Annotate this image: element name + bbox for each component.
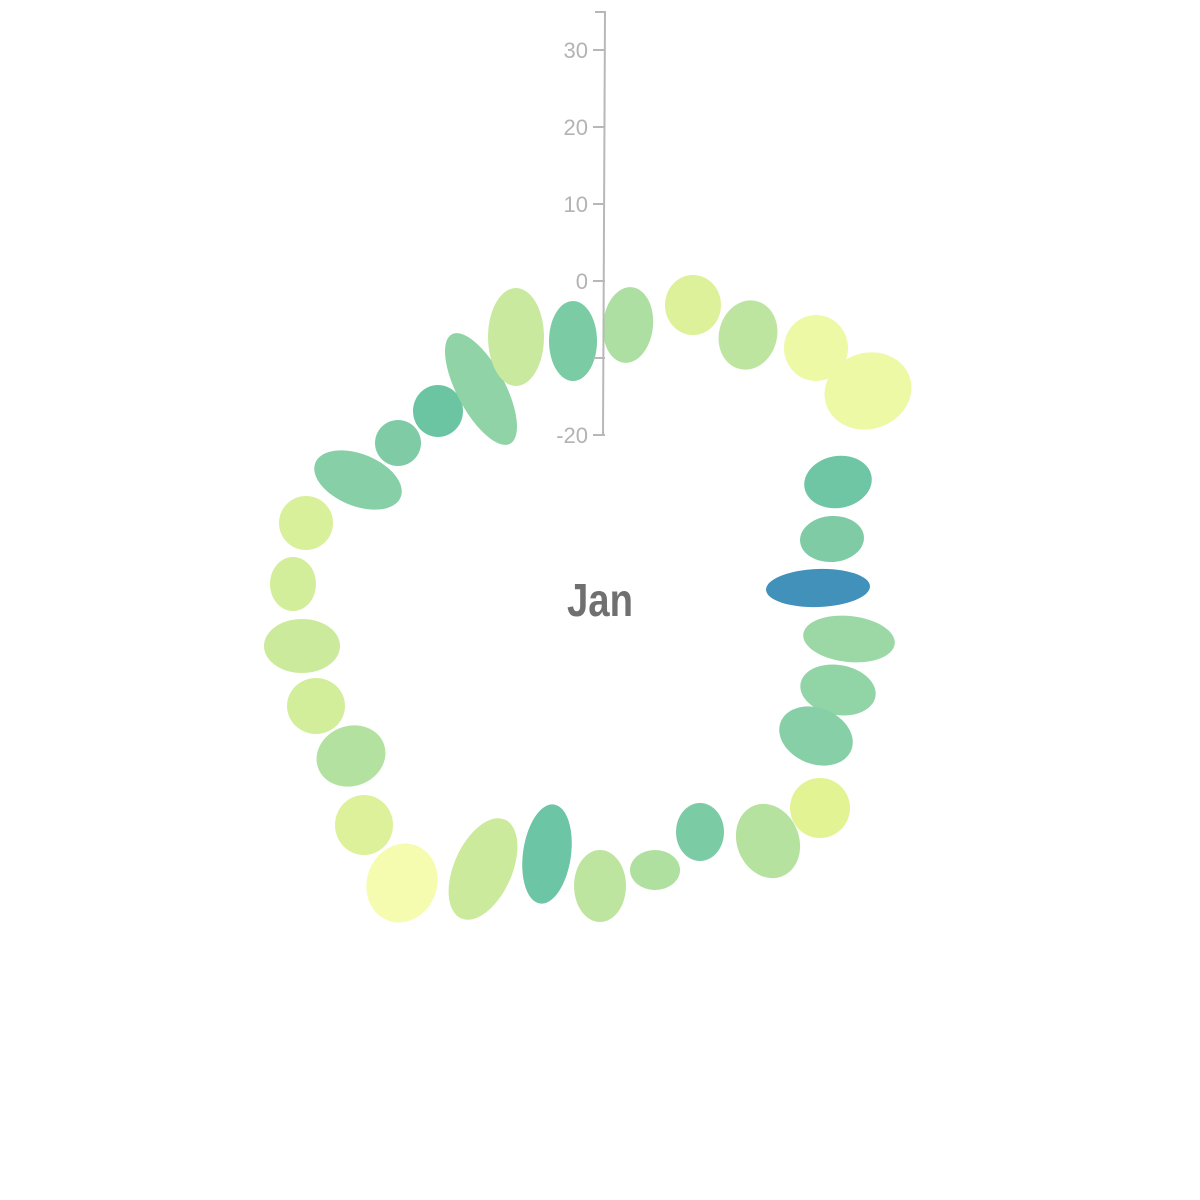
y-axis-tick-label: 30 — [564, 38, 588, 63]
petal-day-16 — [574, 850, 626, 922]
petal-day-27 — [375, 420, 421, 466]
petal-day-8 — [766, 568, 870, 608]
y-axis-tick-label: 10 — [564, 192, 588, 217]
y-axis-line — [593, 11, 607, 436]
petal-day-29 — [444, 333, 518, 445]
petal-day-22 — [287, 678, 345, 734]
petal-day-26 — [314, 450, 402, 510]
petal-day-19 — [366, 843, 438, 923]
petal-day-10 — [800, 664, 876, 716]
petal-day-5 — [824, 352, 912, 430]
petal-day-21 — [316, 725, 386, 787]
petal-day-6 — [804, 455, 872, 509]
petal-day-3 — [718, 300, 778, 370]
petal-day-4 — [784, 315, 848, 381]
petal-day-30 — [488, 288, 544, 386]
y-axis-tick-label: -20 — [556, 423, 588, 448]
petal-day-24 — [270, 557, 316, 611]
petal-day-23 — [264, 619, 340, 673]
petal-day-13 — [735, 803, 801, 879]
petal-day-11 — [779, 706, 853, 766]
petal-layer — [264, 275, 912, 923]
petal-day-15 — [630, 850, 680, 890]
petal-day-2 — [665, 275, 721, 335]
y-axis-tick-label: 20 — [564, 115, 588, 140]
petal-day-20 — [335, 795, 393, 855]
petal-day-14 — [676, 803, 724, 861]
petal-day-18 — [448, 818, 518, 920]
petal-day-9 — [803, 615, 895, 663]
petal-day-12 — [790, 778, 850, 838]
y-axis: 30 20 10 0 -20 — [556, 11, 607, 448]
month-label: Jan — [567, 574, 633, 626]
petal-day-28 — [413, 385, 463, 437]
petal-day-25 — [279, 496, 333, 550]
petal-day-31 — [549, 301, 597, 381]
petal-day-7 — [800, 515, 864, 563]
petal-day-1 — [602, 287, 654, 363]
petal-day-17 — [522, 804, 572, 904]
y-axis-tick-label: 0 — [576, 269, 588, 294]
